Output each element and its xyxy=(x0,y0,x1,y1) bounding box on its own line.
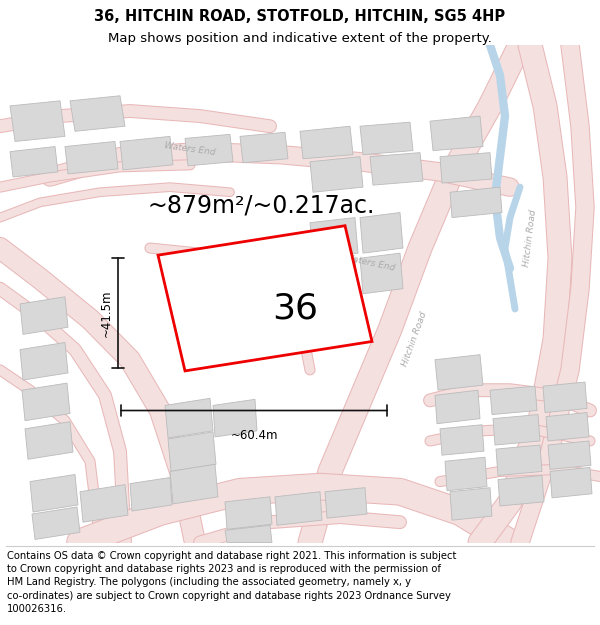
Polygon shape xyxy=(20,297,68,334)
Polygon shape xyxy=(120,136,173,170)
Polygon shape xyxy=(80,484,128,522)
Polygon shape xyxy=(450,187,502,218)
Polygon shape xyxy=(275,492,322,525)
Polygon shape xyxy=(20,342,68,380)
Text: Waters End: Waters End xyxy=(164,141,216,158)
Text: co-ordinates) are subject to Crown copyright and database rights 2023 Ordnance S: co-ordinates) are subject to Crown copyr… xyxy=(7,591,451,601)
Polygon shape xyxy=(440,425,484,455)
Text: ~60.4m: ~60.4m xyxy=(230,429,278,442)
Polygon shape xyxy=(65,141,118,174)
Polygon shape xyxy=(490,386,537,414)
Polygon shape xyxy=(130,478,172,511)
Text: Contains OS data © Crown copyright and database right 2021. This information is : Contains OS data © Crown copyright and d… xyxy=(7,551,457,561)
Polygon shape xyxy=(22,383,70,421)
Polygon shape xyxy=(445,458,487,491)
Polygon shape xyxy=(548,441,591,469)
Text: 36, HITCHIN ROAD, STOTFOLD, HITCHIN, SG5 4HP: 36, HITCHIN ROAD, STOTFOLD, HITCHIN, SG5… xyxy=(94,9,506,24)
Text: HM Land Registry. The polygons (including the associated geometry, namely x, y: HM Land Registry. The polygons (includin… xyxy=(7,578,411,587)
Polygon shape xyxy=(496,445,542,476)
Polygon shape xyxy=(498,476,544,506)
Polygon shape xyxy=(10,146,58,177)
Polygon shape xyxy=(30,474,78,512)
Text: ~41.5m: ~41.5m xyxy=(100,289,113,337)
Polygon shape xyxy=(360,213,403,253)
Polygon shape xyxy=(310,157,363,192)
Text: to Crown copyright and database rights 2023 and is reproduced with the permissio: to Crown copyright and database rights 2… xyxy=(7,564,441,574)
Polygon shape xyxy=(550,468,592,498)
Polygon shape xyxy=(435,390,480,424)
Polygon shape xyxy=(165,398,213,438)
Polygon shape xyxy=(240,132,288,162)
Polygon shape xyxy=(168,432,216,471)
Text: Hitchin Road: Hitchin Road xyxy=(522,209,538,267)
Text: Map shows position and indicative extent of the property.: Map shows position and indicative extent… xyxy=(108,32,492,46)
Polygon shape xyxy=(185,134,233,166)
Text: Waters End: Waters End xyxy=(344,254,396,273)
Polygon shape xyxy=(435,354,483,390)
Polygon shape xyxy=(25,422,73,459)
Polygon shape xyxy=(450,488,492,520)
Polygon shape xyxy=(10,101,65,141)
Polygon shape xyxy=(158,226,372,371)
Text: 36: 36 xyxy=(272,292,318,326)
Polygon shape xyxy=(225,525,272,542)
Polygon shape xyxy=(325,488,367,518)
Polygon shape xyxy=(213,399,257,437)
Polygon shape xyxy=(360,122,413,154)
Polygon shape xyxy=(440,152,492,183)
Text: ~879m²/~0.217ac.: ~879m²/~0.217ac. xyxy=(148,193,376,218)
Polygon shape xyxy=(300,126,353,159)
Polygon shape xyxy=(546,412,589,441)
Polygon shape xyxy=(225,497,272,529)
Text: 100026316.: 100026316. xyxy=(7,604,67,614)
Text: Hitchin Road: Hitchin Road xyxy=(401,311,429,368)
Polygon shape xyxy=(32,507,80,539)
Polygon shape xyxy=(370,152,423,185)
Polygon shape xyxy=(310,217,358,258)
Polygon shape xyxy=(310,258,358,299)
Polygon shape xyxy=(170,464,218,504)
Polygon shape xyxy=(360,253,403,294)
Polygon shape xyxy=(430,116,483,151)
Polygon shape xyxy=(70,96,125,131)
Polygon shape xyxy=(543,382,587,412)
Polygon shape xyxy=(493,414,540,445)
